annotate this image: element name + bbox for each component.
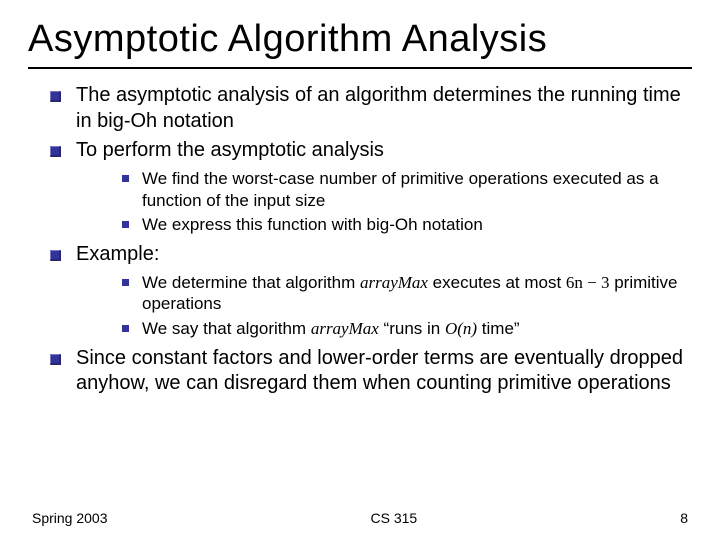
sub-bullet-item: We express this function with big-Oh not… [122, 214, 692, 236]
sub-bullet-item: We determine that algorithm arrayMax exe… [122, 272, 692, 316]
text-run: We say that algorithm [142, 319, 311, 338]
text-run: “runs in [379, 319, 445, 338]
bullet-item: Since constant factors and lower-order t… [50, 346, 692, 397]
bullet-item: The asymptotic analysis of an algorithm … [50, 83, 692, 134]
algorithm-name: arrayMax [311, 319, 379, 338]
sub-bullet-item: We say that algorithm arrayMax “runs in … [122, 318, 692, 340]
title-underline [28, 67, 692, 69]
text-run: time” [477, 319, 520, 338]
bullet-text: To perform the asymptotic analysis [76, 139, 384, 161]
slide-content: The asymptotic analysis of an algorithm … [28, 83, 692, 504]
bullet-list: The asymptotic analysis of an algorithm … [32, 83, 692, 397]
bullet-text: Example: [76, 243, 159, 265]
sub-bullet-item: We find the worst-case number of primiti… [122, 168, 692, 212]
math-expr: 6n − 3 [566, 273, 610, 292]
math-expr: O(n) [445, 319, 477, 338]
text-run: executes at most [428, 273, 566, 292]
text-run: We determine that algorithm [142, 273, 360, 292]
bullet-item: To perform the asymptotic analysis We fi… [50, 138, 692, 236]
sub-bullet-list: We find the worst-case number of primiti… [76, 168, 692, 236]
bullet-item: Example: We determine that algorithm arr… [50, 242, 692, 340]
sub-bullet-list: We determine that algorithm arrayMax exe… [76, 272, 692, 340]
footer-term: Spring 2003 [32, 510, 108, 526]
slide-footer: Spring 2003 CS 315 8 [28, 510, 692, 528]
algorithm-name: arrayMax [360, 273, 428, 292]
footer-page-number: 8 [680, 510, 688, 526]
footer-course: CS 315 [371, 510, 418, 526]
slide-title: Asymptotic Algorithm Analysis [28, 18, 692, 61]
